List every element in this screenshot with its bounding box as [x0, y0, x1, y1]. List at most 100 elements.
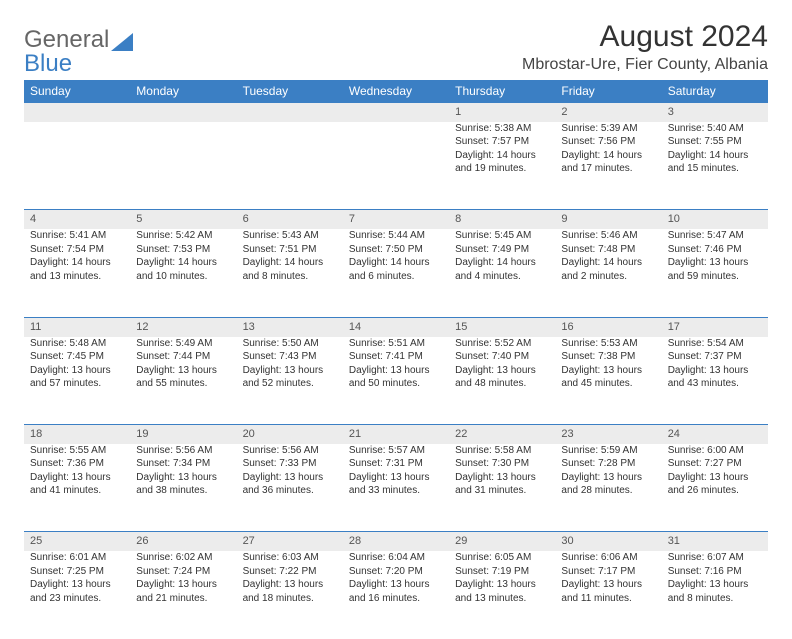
sunset-line: Sunset: 7:24 PM [136, 565, 230, 579]
sunset-line: Sunset: 7:46 PM [668, 243, 762, 257]
sunrise-line: Sunrise: 6:03 AM [243, 551, 337, 565]
sunrise-line: Sunrise: 5:54 AM [668, 337, 762, 351]
sunset-line: Sunset: 7:33 PM [243, 457, 337, 471]
daylight-line: Daylight: 13 hours and 33 minutes. [349, 471, 443, 498]
sunrise-line: Sunrise: 5:56 AM [136, 444, 230, 458]
daylight-line: Daylight: 13 hours and 23 minutes. [30, 578, 124, 605]
sunrise-line: Sunrise: 6:04 AM [349, 551, 443, 565]
day-number-row: 11121314151617 [24, 317, 768, 336]
day-header: Saturday [662, 80, 768, 103]
sunrise-line: Sunrise: 5:51 AM [349, 337, 443, 351]
daylight-line: Daylight: 13 hours and 43 minutes. [668, 364, 762, 391]
sunrise-line: Sunrise: 5:42 AM [136, 229, 230, 243]
day-content-cell: Sunrise: 5:44 AMSunset: 7:50 PMDaylight:… [343, 229, 449, 317]
calendar-table: SundayMondayTuesdayWednesdayThursdayFrid… [24, 80, 768, 639]
day-content-cell: Sunrise: 5:55 AMSunset: 7:36 PMDaylight:… [24, 444, 130, 532]
day-content-cell: Sunrise: 5:40 AMSunset: 7:55 PMDaylight:… [662, 122, 768, 210]
daylight-line: Daylight: 13 hours and 59 minutes. [668, 256, 762, 283]
sunset-line: Sunset: 7:37 PM [668, 350, 762, 364]
daylight-line: Daylight: 13 hours and 13 minutes. [455, 578, 549, 605]
day-content-cell: Sunrise: 5:45 AMSunset: 7:49 PMDaylight:… [449, 229, 555, 317]
daylight-line: Daylight: 13 hours and 52 minutes. [243, 364, 337, 391]
logo-triangle-icon [111, 33, 133, 51]
day-content-cell: Sunrise: 5:41 AMSunset: 7:54 PMDaylight:… [24, 229, 130, 317]
sunset-line: Sunset: 7:45 PM [30, 350, 124, 364]
daylight-line: Daylight: 13 hours and 36 minutes. [243, 471, 337, 498]
day-content-cell: Sunrise: 5:51 AMSunset: 7:41 PMDaylight:… [343, 337, 449, 425]
sunset-line: Sunset: 7:19 PM [455, 565, 549, 579]
day-number-cell: 2 [555, 103, 661, 122]
day-content-cell: Sunrise: 5:43 AMSunset: 7:51 PMDaylight:… [237, 229, 343, 317]
day-content-cell: Sunrise: 6:01 AMSunset: 7:25 PMDaylight:… [24, 551, 130, 639]
sunrise-line: Sunrise: 5:46 AM [561, 229, 655, 243]
day-number-cell: 16 [555, 317, 661, 336]
day-content-cell: Sunrise: 6:04 AMSunset: 7:20 PMDaylight:… [343, 551, 449, 639]
sunrise-line: Sunrise: 6:01 AM [30, 551, 124, 565]
sunset-line: Sunset: 7:17 PM [561, 565, 655, 579]
daylight-line: Daylight: 14 hours and 10 minutes. [136, 256, 230, 283]
day-content-cell: Sunrise: 5:58 AMSunset: 7:30 PMDaylight:… [449, 444, 555, 532]
daylight-line: Daylight: 13 hours and 38 minutes. [136, 471, 230, 498]
day-number-cell: 30 [555, 532, 661, 551]
sunset-line: Sunset: 7:16 PM [668, 565, 762, 579]
day-content-cell: Sunrise: 5:54 AMSunset: 7:37 PMDaylight:… [662, 337, 768, 425]
daylight-line: Daylight: 13 hours and 57 minutes. [30, 364, 124, 391]
day-content-cell: Sunrise: 5:49 AMSunset: 7:44 PMDaylight:… [130, 337, 236, 425]
day-content-row: Sunrise: 5:48 AMSunset: 7:45 PMDaylight:… [24, 337, 768, 425]
sunrise-line: Sunrise: 6:07 AM [668, 551, 762, 565]
sunrise-line: Sunrise: 6:05 AM [455, 551, 549, 565]
day-number-cell [24, 103, 130, 122]
sunset-line: Sunset: 7:43 PM [243, 350, 337, 364]
day-number-cell: 11 [24, 317, 130, 336]
day-content-cell: Sunrise: 5:52 AMSunset: 7:40 PMDaylight:… [449, 337, 555, 425]
day-content-cell: Sunrise: 6:07 AMSunset: 7:16 PMDaylight:… [662, 551, 768, 639]
sunrise-line: Sunrise: 5:40 AM [668, 122, 762, 136]
day-number-cell: 12 [130, 317, 236, 336]
daylight-line: Daylight: 14 hours and 6 minutes. [349, 256, 443, 283]
daylight-line: Daylight: 14 hours and 17 minutes. [561, 149, 655, 176]
day-content-row: Sunrise: 5:38 AMSunset: 7:57 PMDaylight:… [24, 122, 768, 210]
daylight-line: Daylight: 14 hours and 13 minutes. [30, 256, 124, 283]
day-number-cell: 20 [237, 425, 343, 444]
sunset-line: Sunset: 7:20 PM [349, 565, 443, 579]
sunset-line: Sunset: 7:51 PM [243, 243, 337, 257]
daylight-line: Daylight: 14 hours and 2 minutes. [561, 256, 655, 283]
sunrise-line: Sunrise: 6:06 AM [561, 551, 655, 565]
daylight-line: Daylight: 13 hours and 31 minutes. [455, 471, 549, 498]
sunrise-line: Sunrise: 5:47 AM [668, 229, 762, 243]
sunrise-line: Sunrise: 5:50 AM [243, 337, 337, 351]
sunrise-line: Sunrise: 6:02 AM [136, 551, 230, 565]
day-content-cell [24, 122, 130, 210]
sunrise-line: Sunrise: 6:00 AM [668, 444, 762, 458]
day-header: Wednesday [343, 80, 449, 103]
sunset-line: Sunset: 7:40 PM [455, 350, 549, 364]
day-content-cell: Sunrise: 5:38 AMSunset: 7:57 PMDaylight:… [449, 122, 555, 210]
day-number-row: 123 [24, 103, 768, 122]
day-number-cell: 26 [130, 532, 236, 551]
day-number-cell: 21 [343, 425, 449, 444]
day-content-cell: Sunrise: 6:00 AMSunset: 7:27 PMDaylight:… [662, 444, 768, 532]
day-content-cell: Sunrise: 6:06 AMSunset: 7:17 PMDaylight:… [555, 551, 661, 639]
daylight-line: Daylight: 13 hours and 55 minutes. [136, 364, 230, 391]
logo-text-2: Blue [24, 50, 72, 78]
day-content-cell: Sunrise: 5:53 AMSunset: 7:38 PMDaylight:… [555, 337, 661, 425]
day-content-cell: Sunrise: 6:05 AMSunset: 7:19 PMDaylight:… [449, 551, 555, 639]
sunset-line: Sunset: 7:49 PM [455, 243, 549, 257]
day-number-cell: 9 [555, 210, 661, 229]
day-number-cell: 10 [662, 210, 768, 229]
sunrise-line: Sunrise: 5:56 AM [243, 444, 337, 458]
sunrise-line: Sunrise: 5:44 AM [349, 229, 443, 243]
sunset-line: Sunset: 7:44 PM [136, 350, 230, 364]
sunrise-line: Sunrise: 5:55 AM [30, 444, 124, 458]
day-header: Friday [555, 80, 661, 103]
day-content-cell [130, 122, 236, 210]
day-number-cell: 3 [662, 103, 768, 122]
day-number-cell: 17 [662, 317, 768, 336]
day-number-cell: 5 [130, 210, 236, 229]
sunset-line: Sunset: 7:53 PM [136, 243, 230, 257]
day-content-cell: Sunrise: 5:57 AMSunset: 7:31 PMDaylight:… [343, 444, 449, 532]
day-content-row: Sunrise: 5:55 AMSunset: 7:36 PMDaylight:… [24, 444, 768, 532]
sunset-line: Sunset: 7:48 PM [561, 243, 655, 257]
day-number-cell: 8 [449, 210, 555, 229]
sunrise-line: Sunrise: 5:45 AM [455, 229, 549, 243]
